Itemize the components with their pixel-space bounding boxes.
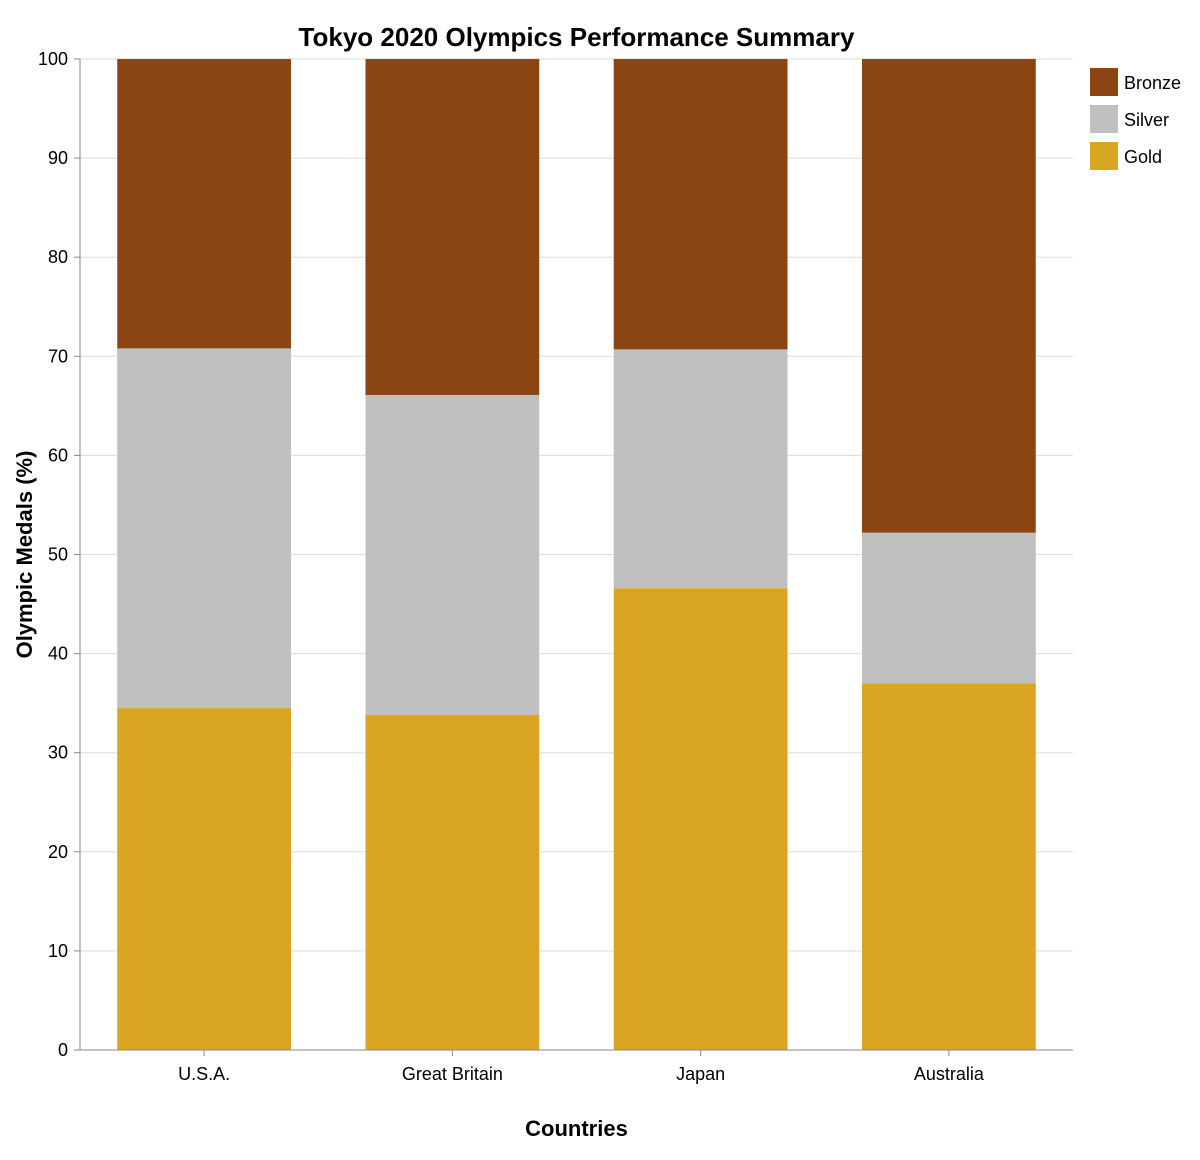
y-tick-label: 30: [48, 743, 68, 763]
bar-gold-great-britain: [365, 715, 540, 1050]
x-tick-label: U.S.A.: [178, 1064, 230, 1084]
y-tick-label: 100: [38, 49, 68, 69]
y-tick-label: 60: [48, 445, 68, 465]
bar-bronze-japan: [613, 59, 788, 350]
y-tick-label: 70: [48, 346, 68, 366]
legend-swatch-gold: [1090, 142, 1118, 170]
legend-label-gold: Gold: [1124, 147, 1162, 167]
y-axis-title: Olympic Medals (%): [12, 451, 37, 659]
x-axis-title: Countries: [525, 1116, 628, 1141]
y-tick-label: 0: [58, 1040, 68, 1060]
y-ticks: 0 10 20 30 40 50 60 70 80 90 100: [38, 49, 80, 1060]
y-tick-label: 50: [48, 545, 68, 565]
bar-gold-australia: [861, 683, 1036, 1050]
bar-silver-great-britain: [365, 394, 540, 716]
legend-swatch-silver: [1090, 105, 1118, 133]
x-ticks: U.S.A. Great Britain Japan Australia: [178, 1050, 985, 1084]
bar-silver-japan: [613, 349, 788, 589]
x-tick-label: Japan: [676, 1064, 725, 1084]
bar-gold-japan: [613, 588, 788, 1050]
bar-silver-u-s-a: [117, 348, 292, 709]
legend-label-silver: Silver: [1124, 110, 1169, 130]
legend-swatch-bronze: [1090, 68, 1118, 96]
bars: [117, 59, 1036, 1050]
y-tick-label: 90: [48, 148, 68, 168]
y-tick-label: 10: [48, 941, 68, 961]
bar-bronze-u-s-a: [117, 59, 292, 349]
bar-silver-australia: [861, 532, 1036, 684]
chart-title: Tokyo 2020 Olympics Performance Summary: [299, 22, 855, 52]
x-tick-label: Australia: [914, 1064, 985, 1084]
y-tick-label: 20: [48, 842, 68, 862]
bar-bronze-great-britain: [365, 59, 540, 395]
legend-label-bronze: Bronze: [1124, 73, 1181, 93]
x-tick-label: Great Britain: [402, 1064, 503, 1084]
y-tick-label: 80: [48, 247, 68, 267]
y-tick-label: 40: [48, 644, 68, 664]
bar-gold-u-s-a: [117, 708, 292, 1050]
legend: Bronze Silver Gold: [1090, 68, 1181, 170]
bar-bronze-australia: [861, 59, 1036, 533]
